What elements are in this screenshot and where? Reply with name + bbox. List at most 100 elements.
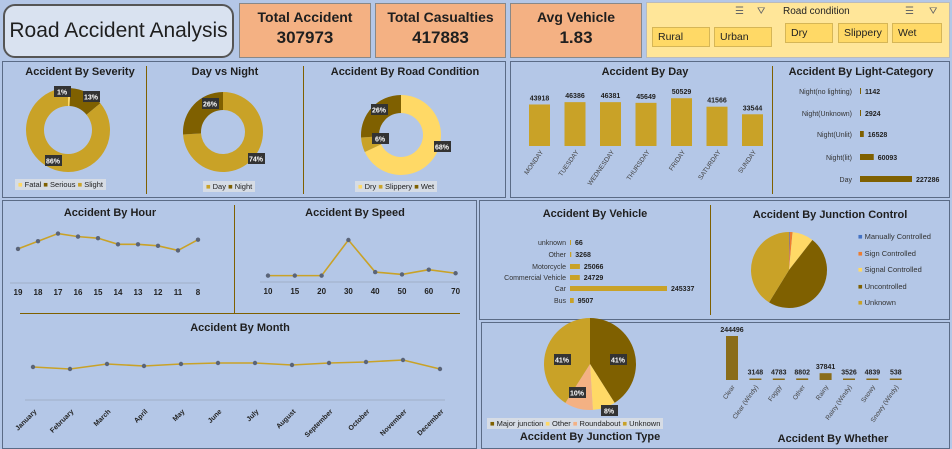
data-point <box>55 231 61 236</box>
bar-byday <box>635 102 657 146</box>
bar-vehicle <box>570 298 574 303</box>
legend-label: Manually Controlled <box>864 232 931 241</box>
kpi-label: Avg Vehicle <box>536 9 616 25</box>
data-label: 68% <box>435 145 450 152</box>
tick-label: Clear (Windy) <box>732 384 761 421</box>
kpi-value: 1.83 <box>559 28 593 47</box>
bar-light <box>860 88 861 94</box>
slicer-item-dry[interactable]: Dry <box>785 23 833 43</box>
data-label: 4783 <box>771 370 787 377</box>
data-label: 1142 <box>865 89 880 96</box>
bar-light <box>860 154 874 160</box>
legend-severity: ■ Fatal ■ Serious ■ Slight <box>15 179 106 190</box>
data-label-bg <box>601 405 618 416</box>
kpi-value: 307973 <box>276 28 334 47</box>
panel-top-left <box>2 61 506 198</box>
multi-select-icon[interactable]: ☰ <box>735 6 744 17</box>
legend-junction-control: ■ Manually Controlled ■ Sign Controlled … <box>858 232 931 308</box>
chart-title-weather: Accident By Whether <box>777 433 889 445</box>
chart-title-roadcond: Accident By Road Condition <box>330 66 480 78</box>
legend-label: Uncontrolled <box>864 281 907 291</box>
tick-label: June <box>207 408 224 425</box>
tick-label: March <box>93 408 113 428</box>
slicer-item-rural[interactable]: Rural <box>652 27 710 47</box>
tick-label: 30 <box>344 287 353 296</box>
data-label-bg <box>45 155 62 166</box>
divider <box>772 66 773 194</box>
data-point <box>104 361 110 367</box>
data-point <box>399 272 405 277</box>
slicer-item-wet[interactable]: Wet <box>892 23 942 43</box>
data-label: 8% <box>604 409 615 416</box>
data-label-bg <box>554 354 571 365</box>
tick-label: WEDNESDAY <box>587 149 617 187</box>
bar-byday <box>564 102 586 146</box>
data-point <box>135 242 141 247</box>
chart-title-month: Accident By Month <box>190 322 290 334</box>
legend-roadcond: ■ Dry ■ Slippery ■ Wet <box>355 181 438 192</box>
bar-byday <box>706 106 728 146</box>
tick-label: MONDAY <box>523 149 545 177</box>
data-point <box>289 362 295 368</box>
tick-label: 70 <box>451 287 460 296</box>
tick-label: Night(Unlit) <box>817 132 852 139</box>
pie-slice-severity-2 <box>26 88 110 172</box>
data-point <box>141 363 147 369</box>
tick-label: 60 <box>424 287 433 296</box>
data-label: 41% <box>611 358 626 365</box>
kpi-value: 417883 <box>412 28 469 47</box>
data-point <box>373 269 378 275</box>
tick-label: January <box>14 408 38 432</box>
slicer-item-slippery[interactable]: Slippery <box>838 23 888 43</box>
data-point <box>30 364 36 370</box>
tick-label: THURSDAY <box>626 149 652 182</box>
tick-label: May <box>172 408 187 423</box>
chart-title-light: Accident By Light-Category <box>788 66 934 78</box>
tick-label: 14 <box>114 288 123 297</box>
dashboard-title: Road Accident Analysis <box>3 4 234 58</box>
tick-label: Night(no lighting) <box>799 89 852 96</box>
data-label-bg <box>434 141 451 152</box>
divider <box>710 205 711 315</box>
legend-label: Sign Controlled <box>864 248 916 258</box>
legend-label: Slippery <box>385 182 413 191</box>
tick-label: Bus <box>554 298 567 305</box>
data-label: 8802 <box>794 369 810 376</box>
slicer-panel: ☰ ⛛ Rural Urban Road condition ☰ ⛛ Dry S… <box>646 2 950 58</box>
data-label: 1% <box>57 90 68 97</box>
divider <box>20 313 460 314</box>
data-point <box>67 366 73 372</box>
tick-label: TUESDAY <box>558 149 581 178</box>
legend-label: Signal Controlled <box>864 265 922 275</box>
pie-slice-junction_control-0 <box>789 232 790 270</box>
kpi-total-casualties: Total Casualties 417883 <box>375 3 506 58</box>
panel-top-right <box>510 61 950 198</box>
tick-label: 16 <box>74 288 83 297</box>
data-label: 43918 <box>530 95 550 102</box>
data-label: 4839 <box>865 370 881 377</box>
tick-label: SUNDAY <box>737 149 758 175</box>
tick-label: SATURDAY <box>697 149 723 182</box>
pie-slice-roadcond-2 <box>361 95 401 138</box>
clear-filter-icon[interactable]: ⛛ <box>929 6 938 17</box>
legend-label: Night <box>234 182 253 191</box>
divider <box>303 66 304 194</box>
data-label: 25066 <box>584 264 604 271</box>
bar-vehicle <box>570 275 580 280</box>
multi-select-icon[interactable]: ☰ <box>905 6 914 17</box>
data-label: 538 <box>890 370 902 377</box>
data-label-bg <box>372 133 389 144</box>
data-label-bg <box>248 153 265 164</box>
tick-label: 50 <box>398 287 407 296</box>
clear-filter-icon[interactable]: ⛛ <box>757 6 766 17</box>
bar-light <box>860 110 861 116</box>
data-point <box>35 239 41 244</box>
chart-title-byday: Accident By Day <box>601 66 689 78</box>
data-point <box>346 237 351 243</box>
tick-label: November <box>379 408 408 437</box>
legend-label: Day <box>212 182 226 191</box>
slicer-item-urban[interactable]: Urban <box>714 27 772 47</box>
kpi-label: Total Casualties <box>387 9 494 25</box>
tick-label: 11 <box>174 288 183 297</box>
